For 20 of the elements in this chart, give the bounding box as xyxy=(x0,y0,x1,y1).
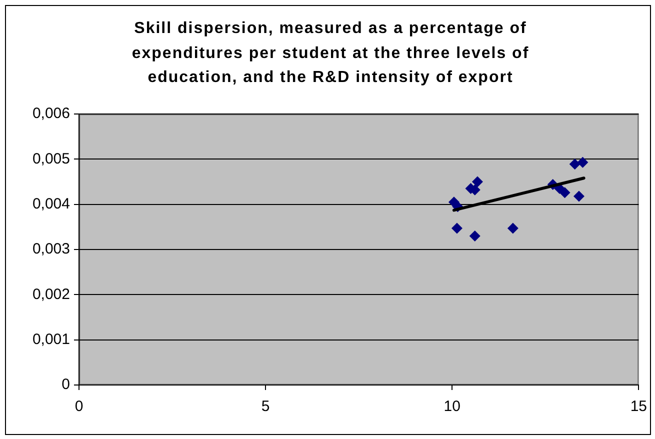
point xyxy=(559,187,570,198)
chart-title: Skill dispersion, measured as a percentage of expenditures per student at the three levels of education, and the R&D intensity of export xyxy=(130,19,530,88)
point xyxy=(577,156,588,168)
point xyxy=(469,230,480,242)
x-tick-label: 0 xyxy=(74,398,84,416)
y-tick-label: 0,001 xyxy=(32,330,70,348)
point xyxy=(573,190,584,202)
x-tick-label: 5 xyxy=(261,398,270,416)
point xyxy=(472,176,483,188)
x-tick-label: 10 xyxy=(444,398,460,416)
point xyxy=(451,222,462,234)
y-tick-label: 0 xyxy=(62,376,70,394)
point xyxy=(507,222,518,234)
y-tick-label: 0,002 xyxy=(32,286,70,303)
y-tick-label: 0,005 xyxy=(32,150,70,168)
y-tick-label: 0,006 xyxy=(32,105,70,122)
y-tick-label: 0,004 xyxy=(32,195,70,212)
x-tick-label: 15 xyxy=(630,398,647,416)
point xyxy=(569,158,580,170)
y-tick-label: 0,003 xyxy=(32,240,70,258)
